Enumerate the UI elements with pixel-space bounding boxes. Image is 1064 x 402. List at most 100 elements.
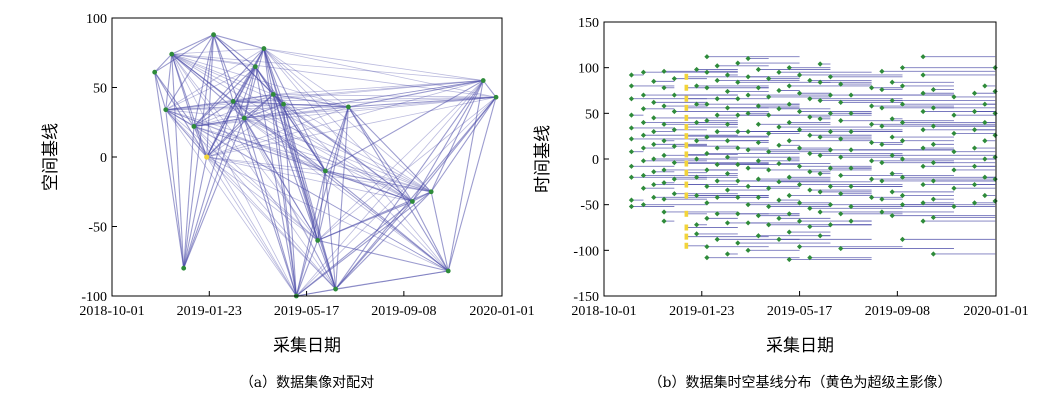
image-point	[628, 203, 635, 210]
pair-edge	[171, 53, 256, 68]
b-x-ticks: 2018-10-01 2019-01-23 2019-05-17 2019-09-08…	[571, 291, 1029, 319]
image-point	[714, 77, 720, 84]
image-point	[704, 167, 710, 173]
pair-edge	[213, 34, 234, 102]
pair-edge	[243, 66, 256, 119]
image-point	[899, 156, 906, 162]
image-point	[671, 191, 677, 197]
image-node	[333, 286, 338, 292]
pair-edge	[183, 126, 195, 269]
image-point	[807, 223, 813, 230]
pair-edge	[206, 156, 318, 241]
image-point	[992, 198, 998, 204]
pair-edge	[171, 53, 449, 272]
image-node	[345, 104, 351, 110]
image-point	[755, 139, 761, 146]
image-point	[971, 181, 978, 188]
pair-edge	[193, 66, 256, 127]
pair-edge	[282, 104, 319, 241]
pair-edge	[165, 109, 318, 241]
image-point	[714, 194, 720, 200]
image-point	[671, 76, 677, 82]
x-tick-label: 2019-01-23	[177, 304, 242, 319]
image-point	[807, 169, 813, 175]
image-point	[628, 197, 635, 203]
pair-edge	[283, 103, 326, 172]
image-point	[930, 105, 936, 111]
image-point	[786, 83, 792, 89]
pair-edge	[347, 106, 413, 202]
pair-edge	[317, 239, 449, 272]
image-point	[848, 147, 854, 153]
image-point	[745, 55, 751, 62]
image-point	[661, 218, 667, 224]
image-point	[628, 96, 635, 102]
super-master-point	[684, 73, 689, 80]
image-point	[920, 218, 926, 224]
image-point	[869, 176, 875, 182]
image-point	[930, 214, 936, 221]
pair-edge	[263, 48, 297, 297]
pair-edge	[165, 109, 185, 269]
x-tick-label: 2019-09-08	[371, 304, 436, 319]
pair-edge	[171, 53, 208, 158]
image-point	[640, 172, 647, 179]
pair-edge	[263, 48, 497, 98]
image-point	[704, 150, 710, 157]
image-point	[755, 233, 761, 239]
image-point	[817, 134, 823, 140]
image-point	[755, 103, 761, 109]
pair-edge	[165, 100, 234, 111]
image-point	[651, 141, 657, 147]
image-point	[807, 96, 813, 102]
super-master-point	[684, 114, 689, 121]
image-point	[930, 141, 936, 147]
pair-edge	[317, 96, 497, 241]
image-point	[889, 171, 895, 177]
image-point	[766, 149, 772, 155]
image-point	[651, 169, 657, 175]
pair-edge	[273, 94, 432, 193]
image-point	[640, 145, 647, 151]
pair-edge	[193, 126, 449, 272]
image-point	[694, 119, 700, 126]
pair-edge	[272, 94, 297, 297]
image-point	[640, 69, 647, 75]
image-point	[982, 138, 988, 144]
image-point	[879, 178, 885, 184]
pair-edge	[244, 117, 326, 172]
y-tick-label: -100	[573, 244, 599, 259]
image-point	[879, 86, 885, 93]
image-point	[827, 147, 834, 153]
y-tick-label: -50	[580, 199, 599, 214]
pair-edge	[154, 53, 173, 73]
image-point	[755, 176, 761, 182]
y-tick-label: 150	[578, 16, 599, 31]
image-point	[889, 79, 895, 85]
pair-edge	[283, 103, 349, 108]
image-point	[796, 145, 803, 151]
image-point	[651, 181, 657, 188]
image-point	[807, 205, 813, 211]
image-point	[930, 251, 936, 257]
image-point	[786, 65, 792, 71]
image-point	[714, 178, 720, 184]
image-point	[776, 197, 782, 203]
image-point	[920, 163, 926, 169]
image-point	[879, 68, 885, 74]
pair-edge	[347, 106, 449, 272]
pair-edge	[324, 170, 337, 290]
image-point	[776, 106, 782, 112]
image-point	[694, 138, 700, 144]
image-point	[971, 108, 978, 115]
image-point	[879, 141, 885, 147]
image-point	[879, 105, 885, 111]
image-point	[661, 85, 667, 91]
image-point	[786, 138, 792, 144]
pair-edge	[213, 34, 245, 119]
b-y-ticks: 150 100 50 0 -50 -100 -150	[573, 16, 609, 305]
super-master-point	[684, 224, 689, 231]
image-point	[694, 156, 700, 162]
image-point	[714, 63, 720, 69]
